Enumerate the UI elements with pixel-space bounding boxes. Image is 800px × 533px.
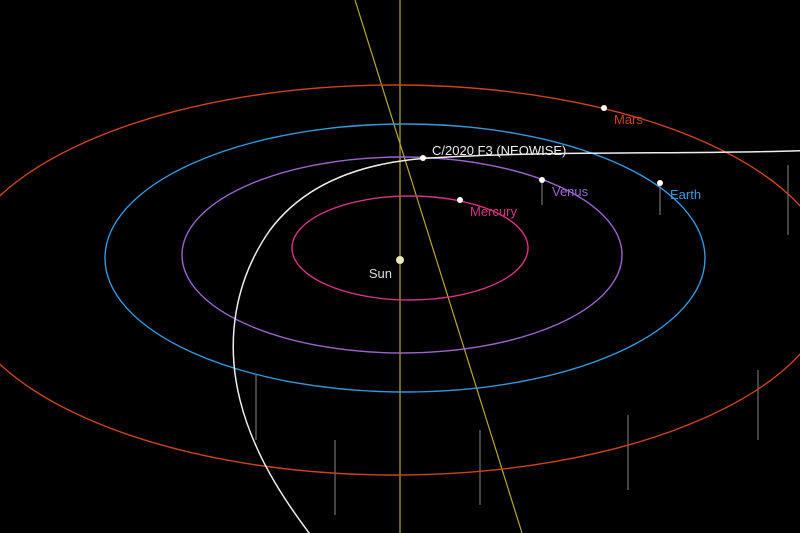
label-earth: Earth xyxy=(670,187,701,202)
body-venus xyxy=(539,177,545,183)
body-sun xyxy=(396,256,404,264)
label-sun: Sun xyxy=(369,266,392,281)
body-comet xyxy=(420,155,426,161)
body-earth xyxy=(657,180,663,186)
body-mars xyxy=(601,105,607,111)
label-comet: C/2020 F3 (NEOWISE) xyxy=(432,143,566,158)
label-mars: Mars xyxy=(614,112,643,127)
label-mercury: Mercury xyxy=(470,204,517,219)
body-mercury xyxy=(457,197,463,203)
orbit-diagram: Mercury Venus Earth Mars C/2020 F3 (NEOWISE)… xyxy=(0,0,800,533)
label-venus: Venus xyxy=(552,184,589,199)
